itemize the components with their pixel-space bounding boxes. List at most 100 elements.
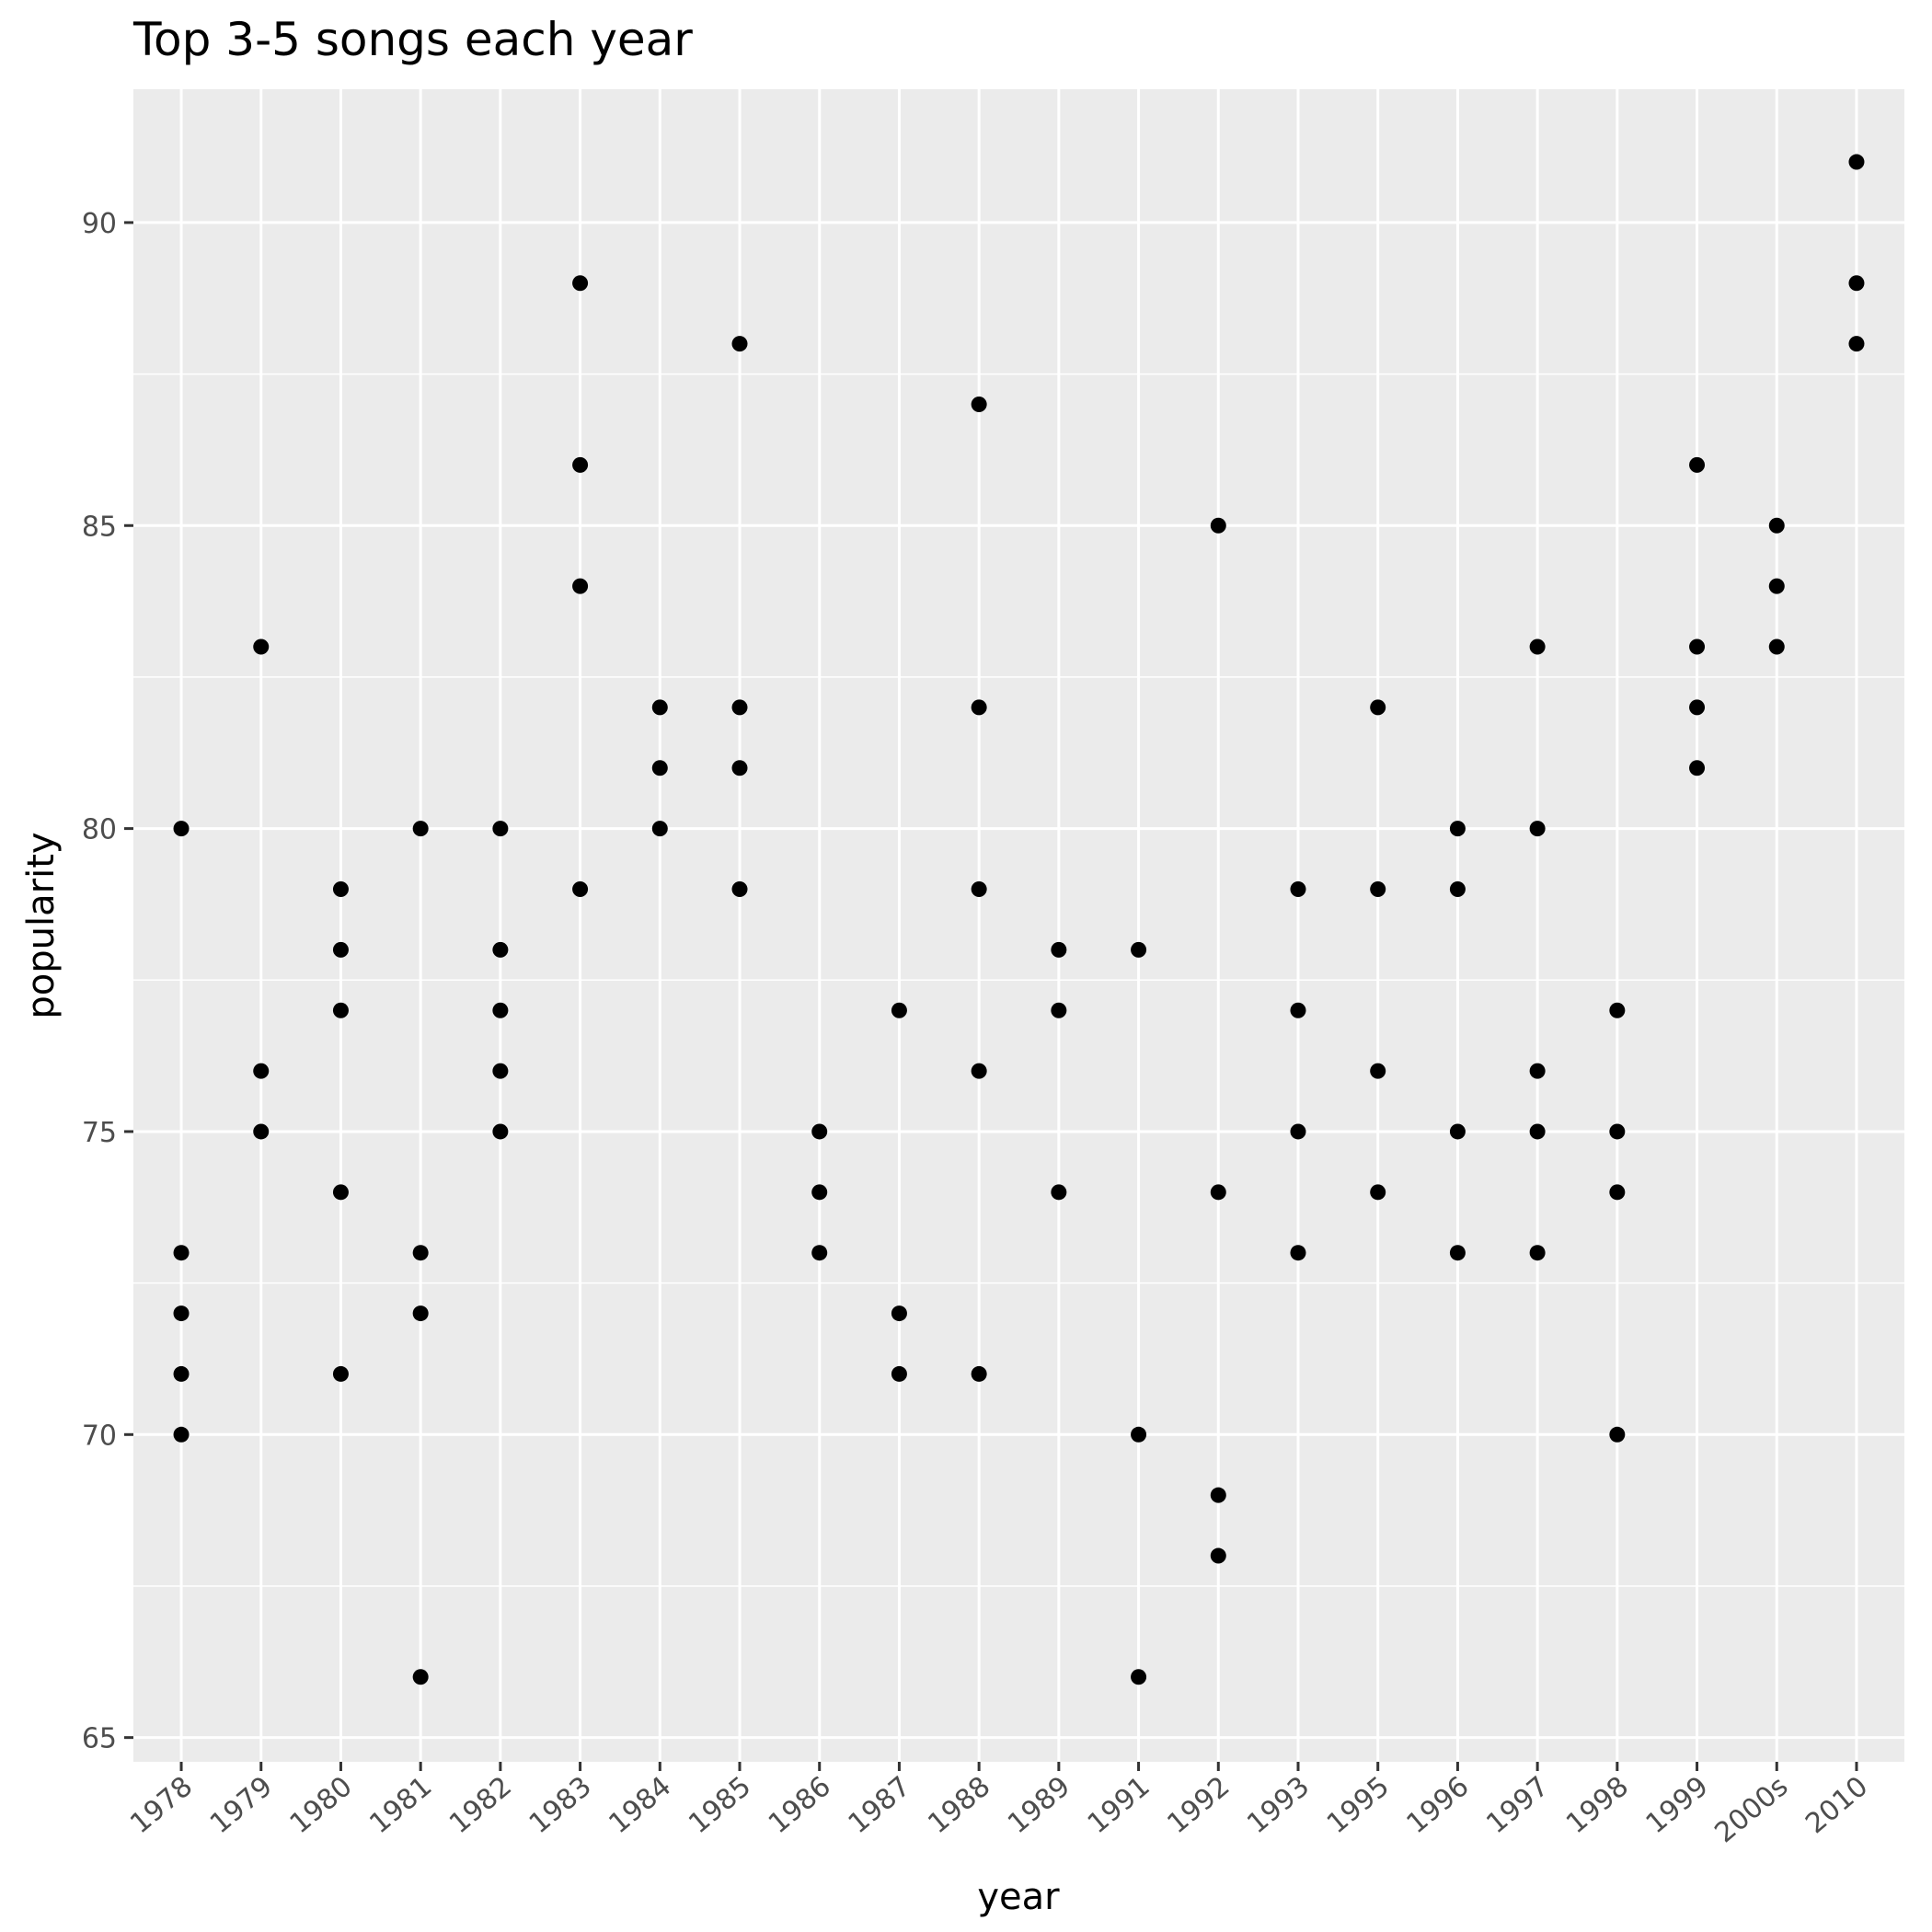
data-point: [1768, 578, 1785, 594]
x-tick-label: 2010: [1800, 1770, 1874, 1840]
x-tick-label: 1997: [1480, 1770, 1555, 1840]
data-point: [492, 1123, 509, 1140]
data-point: [651, 699, 668, 716]
data-point: [173, 1305, 190, 1322]
x-tick-label: 1992: [1161, 1770, 1236, 1840]
plot-panel: [133, 89, 1904, 1762]
y-tick-label: 80: [82, 814, 117, 846]
grid-major: [133, 89, 1904, 1762]
x-tick-label: 1981: [363, 1770, 438, 1840]
data-point: [1609, 1184, 1626, 1201]
data-point: [572, 880, 589, 897]
data-point: [1370, 699, 1386, 716]
data-point: [731, 760, 748, 776]
x-axis-title: year: [977, 1876, 1060, 1918]
data-point: [332, 1365, 349, 1382]
data-point: [1131, 1669, 1147, 1685]
x-tick-label: 1983: [523, 1770, 598, 1840]
data-point: [1370, 1184, 1386, 1201]
data-point: [971, 397, 987, 413]
data-point: [971, 880, 987, 897]
data-point: [1609, 1002, 1626, 1018]
data-point: [1051, 1184, 1067, 1201]
data-point: [1689, 638, 1706, 655]
data-point: [412, 821, 429, 837]
data-point: [1689, 699, 1706, 716]
data-point: [572, 275, 589, 292]
x-tick-label: 1996: [1401, 1770, 1476, 1840]
x-tick-label: 1991: [1082, 1770, 1156, 1840]
x-tick-label: 1985: [683, 1770, 757, 1840]
data-point: [1051, 941, 1067, 958]
data-point: [1449, 821, 1466, 837]
data-point: [1529, 821, 1546, 837]
x-tick-label: 1980: [284, 1770, 359, 1840]
chart-title: Top 3-5 songs each year: [132, 13, 693, 66]
data-point: [1210, 1547, 1226, 1564]
data-point: [1768, 517, 1785, 534]
data-point: [1370, 1063, 1386, 1079]
data-point: [412, 1245, 429, 1261]
data-point: [1609, 1426, 1626, 1443]
x-tick-label: 1982: [443, 1770, 518, 1840]
data-point: [1449, 1123, 1466, 1140]
data-point: [811, 1123, 828, 1140]
data-point: [253, 638, 270, 655]
data-point: [1689, 760, 1706, 776]
data-point: [1529, 1063, 1546, 1079]
x-tick-label: 1988: [922, 1770, 996, 1840]
data-point: [572, 578, 589, 594]
y-tick-label: 85: [82, 511, 117, 543]
data-point: [1848, 275, 1865, 292]
data-point: [891, 1002, 907, 1018]
data-point: [173, 1245, 190, 1261]
data-point: [1051, 1002, 1067, 1018]
data-point: [1131, 1426, 1147, 1443]
x-tick-label: 1986: [763, 1770, 837, 1840]
data-point: [971, 1063, 987, 1079]
data-point: [1210, 1184, 1226, 1201]
x-axis: 1978 1979 1980 1981 1982 1983 1984 1985 1986 1987…: [124, 1762, 1874, 1849]
data-point: [1529, 1123, 1546, 1140]
data-point: [572, 456, 589, 473]
data-point: [971, 699, 987, 716]
data-point: [492, 1002, 509, 1018]
data-point: [1370, 880, 1386, 897]
data-point: [253, 1123, 270, 1140]
data-point: [1290, 1002, 1306, 1018]
data-point: [1609, 1123, 1626, 1140]
x-tick-label: 1989: [1002, 1770, 1076, 1840]
x-tick-label: 1995: [1321, 1770, 1396, 1840]
data-point: [332, 941, 349, 958]
data-point: [1131, 941, 1147, 958]
data-point: [891, 1305, 907, 1322]
data-point: [1689, 456, 1706, 473]
x-tick-label: 1984: [603, 1770, 677, 1840]
y-axis-title: popularity: [20, 832, 63, 1018]
data-point: [412, 1669, 429, 1685]
data-point: [1529, 638, 1546, 655]
data-point: [1848, 336, 1865, 352]
x-tick-label: 1999: [1640, 1770, 1715, 1840]
data-point: [332, 1002, 349, 1018]
data-point: [492, 941, 509, 958]
data-point: [651, 821, 668, 837]
data-point: [971, 1365, 987, 1382]
x-tick-label: 1987: [843, 1770, 917, 1840]
data-point: [332, 880, 349, 897]
data-point: [173, 1426, 190, 1443]
x-tick-label: 1979: [204, 1770, 279, 1840]
data-point: [731, 699, 748, 716]
data-point: [1290, 880, 1306, 897]
data-point: [173, 1365, 190, 1382]
data-point: [811, 1184, 828, 1201]
data-point: [492, 1063, 509, 1079]
y-axis: 65 70 75 80 85 90: [82, 208, 133, 1755]
data-points: [173, 154, 1865, 1685]
x-tick-label: 2000s: [1708, 1770, 1794, 1849]
data-point: [651, 760, 668, 776]
x-tick-label: 1998: [1560, 1770, 1635, 1840]
data-point: [492, 821, 509, 837]
data-point: [1848, 154, 1865, 170]
